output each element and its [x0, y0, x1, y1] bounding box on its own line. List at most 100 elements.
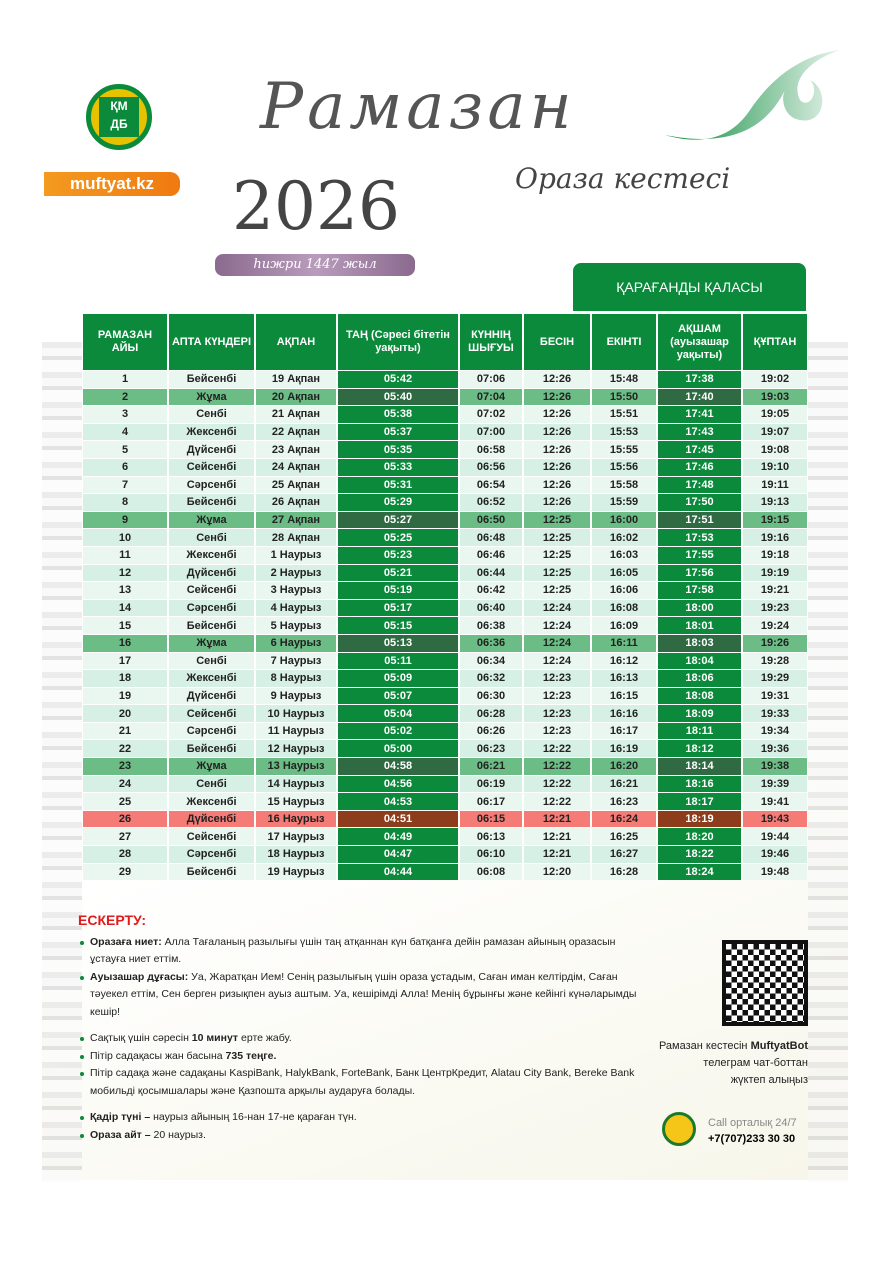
- table-row: 4 Жексенбі 22 Ақпан 05:37 07:00 12:26 15:53 17:…: [83, 423, 807, 441]
- table-cell: 18:16: [658, 775, 741, 793]
- table-cell: 04:51: [338, 810, 458, 828]
- table-cell: Сейсенбі: [169, 705, 254, 722]
- table-cell: 05:11: [338, 652, 458, 670]
- table-cell: 06:32: [460, 670, 522, 687]
- table-cell: 05:00: [338, 740, 458, 758]
- table-cell: 1: [83, 371, 167, 388]
- table-cell: 14: [83, 599, 167, 617]
- table-cell: 17:38: [658, 371, 741, 388]
- table-cell: 19:24: [743, 617, 807, 634]
- note-text: 20 наурыз.: [150, 1128, 206, 1141]
- table-cell: 19:36: [743, 740, 807, 758]
- table-cell: 13: [83, 582, 167, 599]
- table-cell: 12: [83, 564, 167, 582]
- table-cell: 05:33: [338, 458, 458, 476]
- table-row: 3 Сенбі 21 Ақпан 05:38 07:02 12:26 15:51 17:41 1…: [83, 406, 807, 423]
- table-cell: 8: [83, 494, 167, 511]
- table-cell: 21 Ақпан: [256, 406, 336, 423]
- table-cell: 06:13: [460, 828, 522, 846]
- table-cell: 06:42: [460, 582, 522, 599]
- table-cell: 12:26: [524, 371, 590, 388]
- note-item: Сақтық үшін сәресін 10 минут ерте жабу.: [78, 1030, 638, 1048]
- table-cell: 12:25: [524, 564, 590, 582]
- table-cell: 16:23: [592, 793, 656, 810]
- table-cell: 18: [83, 670, 167, 687]
- table-cell: 15:53: [592, 423, 656, 441]
- table-cell: Дүйсенбі: [169, 687, 254, 705]
- table-cell: 17:50: [658, 494, 741, 511]
- table-cell: 05:38: [338, 406, 458, 423]
- table-cell: 16:08: [592, 599, 656, 617]
- table-row: 22 Бейсенбі 12 Наурыз 05:00 06:23 12:22 16:19 1…: [83, 740, 807, 758]
- table-cell: 16:28: [592, 863, 656, 881]
- table-cell: 16:06: [592, 582, 656, 599]
- table-cell: 19:23: [743, 599, 807, 617]
- table-cell: 16:00: [592, 511, 656, 529]
- table-row: 26 Дүйсенбі 16 Наурыз 04:51 06:15 12:21 16:24 1…: [83, 810, 807, 828]
- note-item: Пітір садақасы жан басына 735 теңге.: [78, 1048, 638, 1066]
- call-phone[interactable]: +7(707)233 30 30: [708, 1133, 796, 1145]
- table-cell: 12:21: [524, 846, 590, 863]
- table-cell: 15:56: [592, 458, 656, 476]
- table-row: 9 Жұма 27 Ақпан 05:27 06:50 12:25 16:00 17:51 19…: [83, 511, 807, 529]
- table-cell: 05:07: [338, 687, 458, 705]
- table-cell: 12:22: [524, 740, 590, 758]
- table-cell: 05:23: [338, 546, 458, 564]
- table-cell: 19:05: [743, 406, 807, 423]
- table-cell: 17:51: [658, 511, 741, 529]
- column-header: КҮННІҢ ШЫҒУЫ: [460, 314, 522, 370]
- table-cell: Сейсенбі: [169, 582, 254, 599]
- column-header: АҚШАМ (ауызашар уақыты): [658, 314, 741, 370]
- table-cell: 15:51: [592, 406, 656, 423]
- column-header: БЕСІН: [524, 314, 590, 370]
- table-cell: Жұма: [169, 758, 254, 775]
- table-cell: 05:21: [338, 564, 458, 582]
- table-cell: 16: [83, 634, 167, 652]
- table-cell: 05:02: [338, 722, 458, 740]
- table-cell: 05:35: [338, 441, 458, 458]
- title: Рамазан: [260, 70, 576, 144]
- bot-name[interactable]: MuftyatBot: [750, 1040, 808, 1052]
- table-cell: 05:17: [338, 599, 458, 617]
- table-cell: 15 Наурыз: [256, 793, 336, 810]
- table-cell: 19:02: [743, 371, 807, 388]
- table-cell: Жексенбі: [169, 670, 254, 687]
- table-cell: 06:34: [460, 652, 522, 670]
- table-cell: 27: [83, 828, 167, 846]
- table-cell: 19:19: [743, 564, 807, 582]
- table-cell: 16:12: [592, 652, 656, 670]
- table-cell: 12:26: [524, 388, 590, 406]
- table-cell: 04:56: [338, 775, 458, 793]
- note-item: Оразаға ниет: Алла Тағаланың разылығы үш…: [78, 934, 638, 969]
- table-cell: 26 Ақпан: [256, 494, 336, 511]
- table-cell: 12:26: [524, 476, 590, 494]
- table-cell: 19:38: [743, 758, 807, 775]
- table-cell: 19:28: [743, 652, 807, 670]
- table-cell: 23 Ақпан: [256, 441, 336, 458]
- table-cell: 19:43: [743, 810, 807, 828]
- table-cell: 12:26: [524, 494, 590, 511]
- leaf-ornament-icon: [665, 50, 840, 140]
- note-text: 10 минут: [191, 1032, 239, 1044]
- table-cell: 25 Ақпан: [256, 476, 336, 494]
- site-link[interactable]: muftyat.kz: [44, 172, 180, 196]
- table-cell: 19:41: [743, 793, 807, 810]
- table-cell: 19:26: [743, 634, 807, 652]
- table-cell: 11 Наурыз: [256, 722, 336, 740]
- telegram-qr-code[interactable]: [722, 940, 808, 1026]
- table-row: 10 Сенбі 28 Ақпан 05:25 06:48 12:25 16:02 17:53…: [83, 529, 807, 546]
- table-cell: 06:08: [460, 863, 522, 881]
- table-cell: 17:40: [658, 388, 741, 406]
- table-cell: Сейсенбі: [169, 458, 254, 476]
- table-cell: 16:27: [592, 846, 656, 863]
- table-cell: 17:46: [658, 458, 741, 476]
- table-cell: 19:13: [743, 494, 807, 511]
- table-cell: 06:50: [460, 511, 522, 529]
- column-header: АПТА КҮНДЕРІ: [169, 314, 254, 370]
- table-cell: 29: [83, 863, 167, 881]
- table-cell: 19:18: [743, 546, 807, 564]
- table-cell: 18:24: [658, 863, 741, 881]
- table-cell: 15:48: [592, 371, 656, 388]
- table-cell: 16:21: [592, 775, 656, 793]
- table-cell: 16 Наурыз: [256, 810, 336, 828]
